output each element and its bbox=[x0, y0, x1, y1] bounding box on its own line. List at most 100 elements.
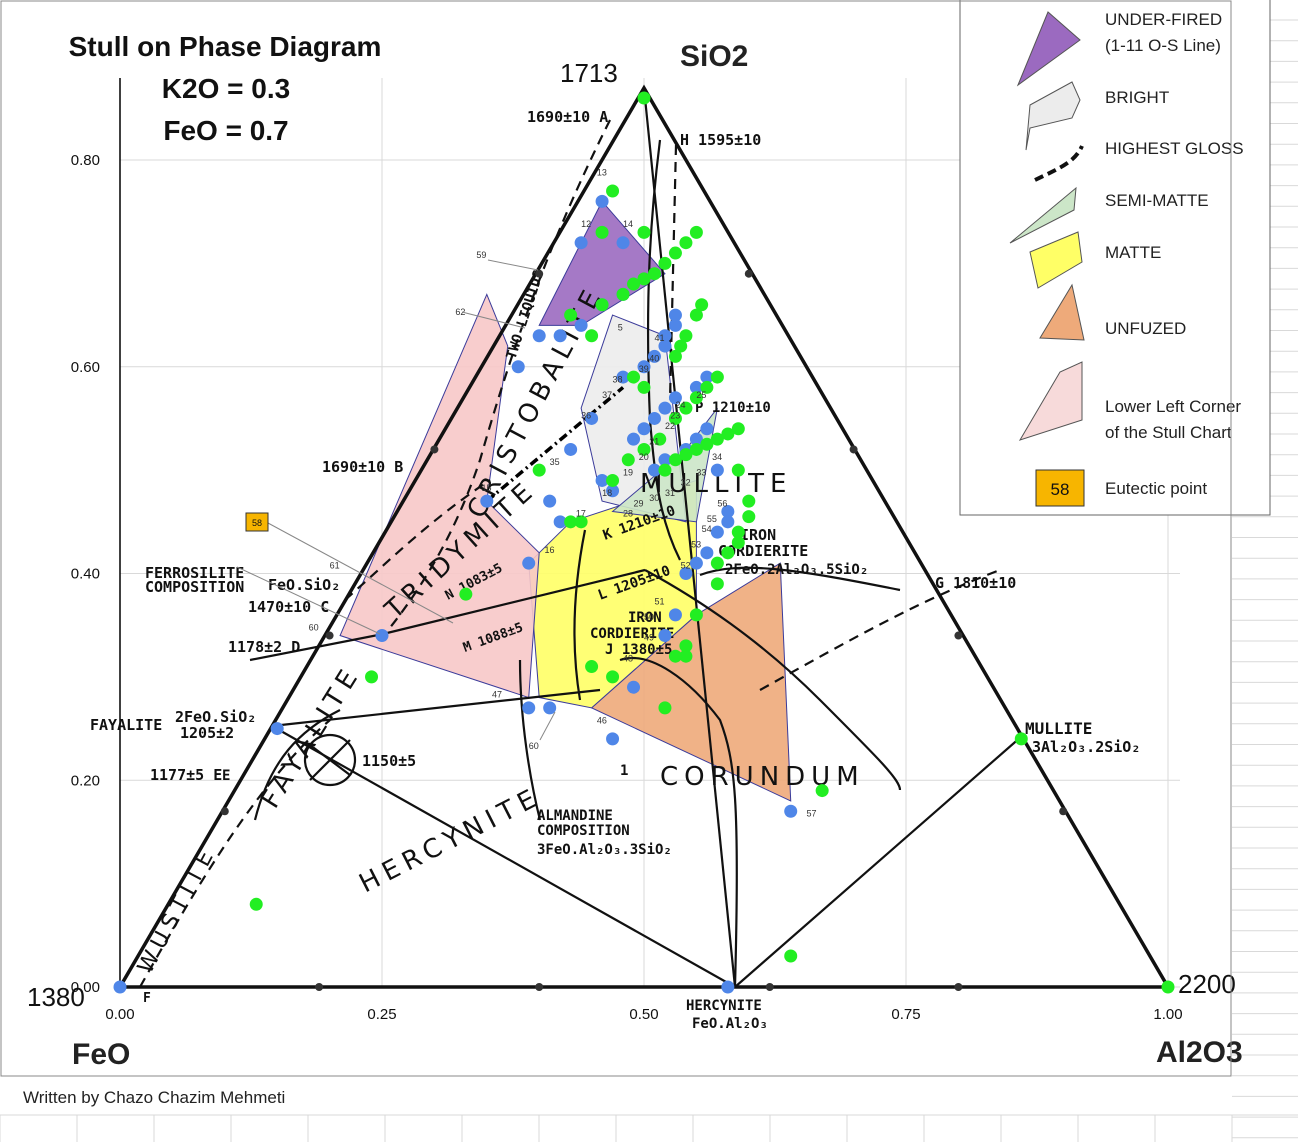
vertex-labels: SiO2 1713 FeO 1380 Al2O3 2200 bbox=[27, 40, 1243, 1071]
point-green bbox=[668, 411, 682, 425]
label-wustite: WÜSTITE bbox=[132, 841, 221, 978]
point-blue bbox=[532, 329, 546, 343]
point-green bbox=[742, 494, 756, 508]
point-blue bbox=[595, 194, 609, 208]
point-green bbox=[710, 370, 724, 384]
x-tick-label: 0.25 bbox=[367, 1006, 396, 1023]
point-green bbox=[679, 236, 693, 250]
axis-tick-labels: 0.00 0.25 0.50 0.75 1.00 0.00 0.20 0.40 0.60 0.80 bbox=[71, 152, 1183, 1023]
point-edge-marks bbox=[315, 983, 324, 991]
legend-label-lowerleft-2: of the Stull Chart bbox=[1105, 423, 1232, 442]
vertex-feo-label: FeO bbox=[72, 1038, 130, 1071]
title-line-3: FeO = 0.7 bbox=[163, 115, 288, 146]
x-tick-label: 0.00 bbox=[105, 1006, 134, 1023]
point-green bbox=[595, 298, 609, 312]
ann-fayalite-formula: 2FeO.SiO₂ bbox=[175, 708, 256, 726]
legend-label-bright: BRIGHT bbox=[1105, 88, 1169, 107]
ann-iron2: IRON bbox=[628, 610, 662, 626]
point-blue bbox=[511, 360, 525, 374]
ann-small-f: F bbox=[143, 991, 151, 1006]
boundary-sio2-mullite bbox=[643, 87, 1023, 737]
point-green bbox=[689, 391, 703, 405]
legend-label-gloss: HIGHEST GLOSS bbox=[1105, 139, 1244, 158]
point-blue bbox=[668, 318, 682, 332]
point-green bbox=[679, 649, 693, 663]
vertex-al2o3-temp: 2200 bbox=[1178, 969, 1236, 999]
point-edge-marks bbox=[1059, 807, 1068, 816]
point-green bbox=[249, 897, 263, 911]
ann-hercynite-formula: FeO.Al₂O₃ bbox=[692, 1016, 768, 1032]
point-blue bbox=[700, 546, 714, 560]
point-green bbox=[585, 660, 599, 674]
point-green bbox=[679, 448, 693, 462]
label-fayalite: FAYALITE bbox=[255, 660, 367, 814]
point-number-label: 25 bbox=[696, 390, 706, 400]
point-number-label: 23 bbox=[670, 410, 680, 420]
legend-label-underfired-1: UNDER-FIRED bbox=[1105, 10, 1222, 29]
eutectic-badge-chart: 58 bbox=[245, 512, 269, 532]
point-blue bbox=[627, 680, 641, 694]
point-green bbox=[668, 649, 682, 663]
point-green bbox=[674, 339, 688, 353]
legend-swatch-lowerleft bbox=[1018, 361, 1083, 441]
ann-iron-cordierite1: IRON bbox=[740, 526, 776, 544]
boundary-j-point bbox=[619, 657, 738, 988]
stull-regions bbox=[339, 200, 792, 802]
x-tick-label: 0.50 bbox=[629, 1006, 658, 1023]
point-green bbox=[637, 380, 651, 394]
boundary-fayalite-hercynite-b bbox=[271, 688, 601, 728]
point-number-label: 34 bbox=[712, 452, 722, 462]
boundary-hercynite-mullite bbox=[734, 735, 1023, 988]
boundary-iron-cordierite bbox=[644, 569, 902, 791]
eutectic-badge-chart-text: 58 bbox=[252, 518, 262, 528]
ann-h1595: H 1595±10 bbox=[680, 131, 761, 149]
point-green bbox=[637, 272, 651, 286]
ann-ferrosilite1: FERROSILITE bbox=[145, 564, 244, 582]
ann-e1177: 1177±5 E bbox=[150, 766, 222, 784]
point-number-label: 60 bbox=[309, 622, 319, 632]
point-green bbox=[621, 453, 635, 467]
highest-gloss-segment bbox=[485, 386, 625, 503]
point-green bbox=[616, 287, 630, 301]
legend-swatch-bright bbox=[1025, 81, 1081, 151]
point-blue bbox=[270, 722, 284, 736]
chart-border bbox=[0, 0, 1232, 1077]
point-blue bbox=[647, 411, 661, 425]
point-number-label: 21 bbox=[649, 436, 659, 446]
point-edge-marks bbox=[744, 269, 753, 278]
point-blue bbox=[637, 422, 651, 436]
callout-lines bbox=[236, 259, 556, 741]
point-blue bbox=[574, 318, 588, 332]
point-edge-marks bbox=[849, 445, 858, 454]
ann-b1690: 1690±10 B bbox=[322, 458, 403, 476]
point-number-label: 53 bbox=[691, 540, 701, 550]
point-number-label: 52 bbox=[681, 560, 691, 570]
legend-swatch-unfuzed bbox=[1039, 283, 1085, 341]
y-tick-label: 0.20 bbox=[71, 772, 100, 789]
point-number-label: 49 bbox=[644, 633, 654, 643]
point-green bbox=[606, 473, 620, 487]
point-green bbox=[658, 256, 672, 270]
data-points bbox=[113, 91, 1175, 994]
point-green bbox=[815, 784, 829, 798]
legend-label-eutectic: Eutectic point bbox=[1105, 479, 1207, 498]
point-blue bbox=[658, 401, 672, 415]
point-green bbox=[1161, 980, 1175, 994]
point-number-label: 59 bbox=[476, 250, 486, 260]
legend-swatch-eutectic bbox=[1035, 469, 1085, 507]
fayalite-point-circle bbox=[303, 733, 357, 787]
point-blue bbox=[658, 329, 672, 343]
point-number-label: 31 bbox=[665, 488, 675, 498]
point-green bbox=[742, 510, 756, 524]
point-blue bbox=[668, 308, 682, 322]
point-green bbox=[679, 329, 693, 343]
point-number-label: 13 bbox=[597, 168, 607, 178]
ann-small-1: 1 bbox=[620, 763, 628, 779]
label-hercynite: HERCYNITE bbox=[355, 782, 547, 899]
point-green bbox=[689, 308, 703, 322]
point-number-label: 61 bbox=[330, 560, 340, 570]
point-blue bbox=[616, 370, 630, 384]
point-green bbox=[731, 422, 745, 436]
ann-d1178: 1178±2 D bbox=[228, 638, 300, 656]
ann-almandine1: ALMANDINE bbox=[537, 808, 613, 824]
